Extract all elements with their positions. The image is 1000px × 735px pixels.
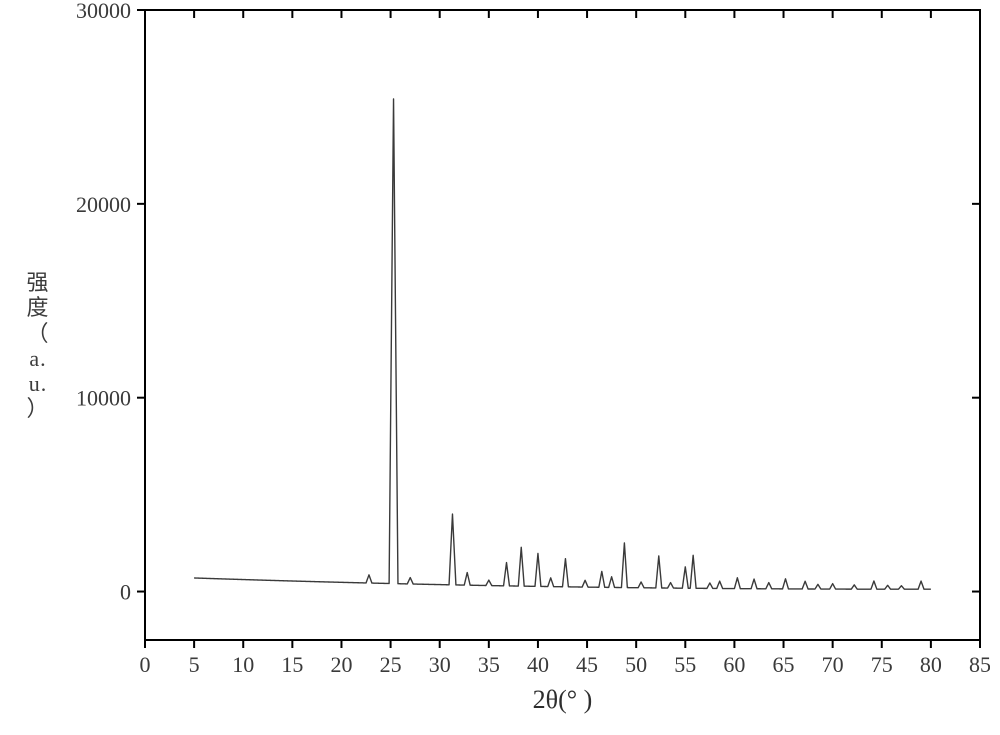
x-tick-label: 30: [429, 652, 451, 677]
x-tick-label: 40: [527, 652, 549, 677]
x-tick-label: 60: [723, 652, 745, 677]
ylabel-part: （: [8, 321, 68, 346]
x-tick-label: 35: [478, 652, 500, 677]
xrd-pattern-line: [194, 99, 931, 589]
y-tick-label: 30000: [76, 0, 131, 23]
y-tick-label: 0: [120, 580, 131, 605]
x-tick-label: 65: [773, 652, 795, 677]
ylabel-part: u.: [8, 371, 68, 396]
x-tick-label: 75: [871, 652, 893, 677]
x-tick-label: 25: [380, 652, 402, 677]
x-tick-label: 70: [822, 652, 844, 677]
ylabel-part: a.: [8, 346, 68, 371]
ylabel-part: 强: [8, 270, 68, 295]
y-axis-label: 强 度 （ a. u. ）: [8, 270, 68, 422]
ylabel-part: ）: [8, 396, 68, 421]
x-tick-label: 55: [674, 652, 696, 677]
x-tick-label: 0: [140, 652, 151, 677]
ylabel-part: 度: [8, 295, 68, 320]
x-tick-label: 85: [969, 652, 990, 677]
x-tick-label: 45: [576, 652, 598, 677]
x-tick-label: 15: [281, 652, 303, 677]
x-tick-label: 80: [920, 652, 942, 677]
xrd-chart: 0 5 10 15 20 25 30 35 40 45 50 55 60 65 70 75 80 85 0 10000…: [70, 0, 990, 735]
y-tick-label: 10000: [76, 386, 131, 411]
x-axis-label: 2θ(° ): [533, 685, 593, 714]
chart-svg: 0 5 10 15 20 25 30 35 40 45 50 55 60 65 70 75 80 85 0 10000…: [70, 0, 990, 735]
y-tick-label: 20000: [76, 192, 131, 217]
x-tick-label: 10: [232, 652, 254, 677]
x-tick-label: 50: [625, 652, 647, 677]
x-tick-label: 20: [330, 652, 352, 677]
plot-frame: [145, 10, 980, 640]
x-tick-label: 5: [189, 652, 200, 677]
